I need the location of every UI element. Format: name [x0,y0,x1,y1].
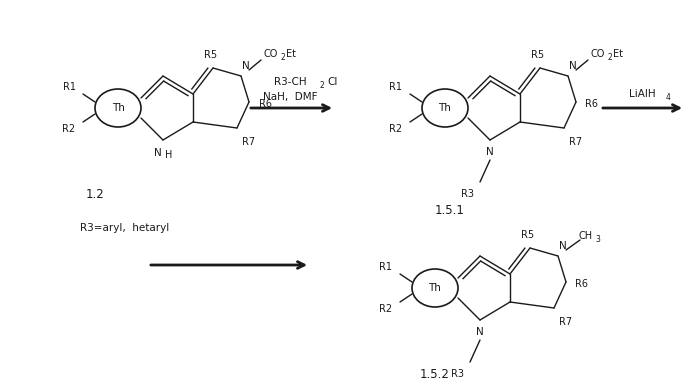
Text: N: N [569,61,577,71]
Text: Th: Th [428,283,442,293]
Text: N: N [154,148,162,158]
Text: CO: CO [264,49,278,59]
Text: R3: R3 [452,369,465,379]
Text: Th: Th [112,103,124,113]
Text: R5: R5 [531,50,545,60]
Text: H: H [165,150,173,160]
Text: R7: R7 [243,137,256,147]
Text: N: N [559,241,567,251]
Text: 2: 2 [280,52,285,61]
Text: 2: 2 [607,52,612,61]
Text: R6: R6 [575,279,589,289]
Text: N: N [486,147,494,157]
Text: R2: R2 [389,124,403,134]
Text: 1.2: 1.2 [85,188,104,201]
Text: R7: R7 [570,137,582,147]
Text: R1: R1 [62,82,75,92]
Text: R5: R5 [204,50,217,60]
Text: CH: CH [579,231,593,241]
Text: NaH,  DMF: NaH, DMF [263,92,317,102]
Text: R7: R7 [559,317,572,327]
Text: 1.5.1: 1.5.1 [435,203,465,217]
Text: Th: Th [438,103,452,113]
Text: 2: 2 [319,81,324,90]
Text: R3: R3 [461,189,475,199]
Text: Et: Et [286,49,296,59]
Text: R3=aryl,  hetaryl: R3=aryl, hetaryl [80,223,169,233]
Text: Et: Et [613,49,623,59]
Text: N: N [242,61,250,71]
Text: 3: 3 [596,235,600,244]
Text: LiAlH: LiAlH [628,89,656,99]
Text: 4: 4 [665,93,670,102]
Text: CO: CO [591,49,605,59]
Text: N: N [476,327,484,337]
Text: R6: R6 [259,99,271,109]
Text: R3-CH: R3-CH [274,77,306,87]
Text: R5: R5 [521,230,535,240]
Text: R6: R6 [586,99,598,109]
Text: R1: R1 [389,82,403,92]
Text: 1.5.2: 1.5.2 [420,369,450,381]
Text: R2: R2 [380,304,393,314]
Text: Cl: Cl [328,77,338,87]
Text: R2: R2 [62,124,75,134]
Text: R1: R1 [380,262,393,272]
